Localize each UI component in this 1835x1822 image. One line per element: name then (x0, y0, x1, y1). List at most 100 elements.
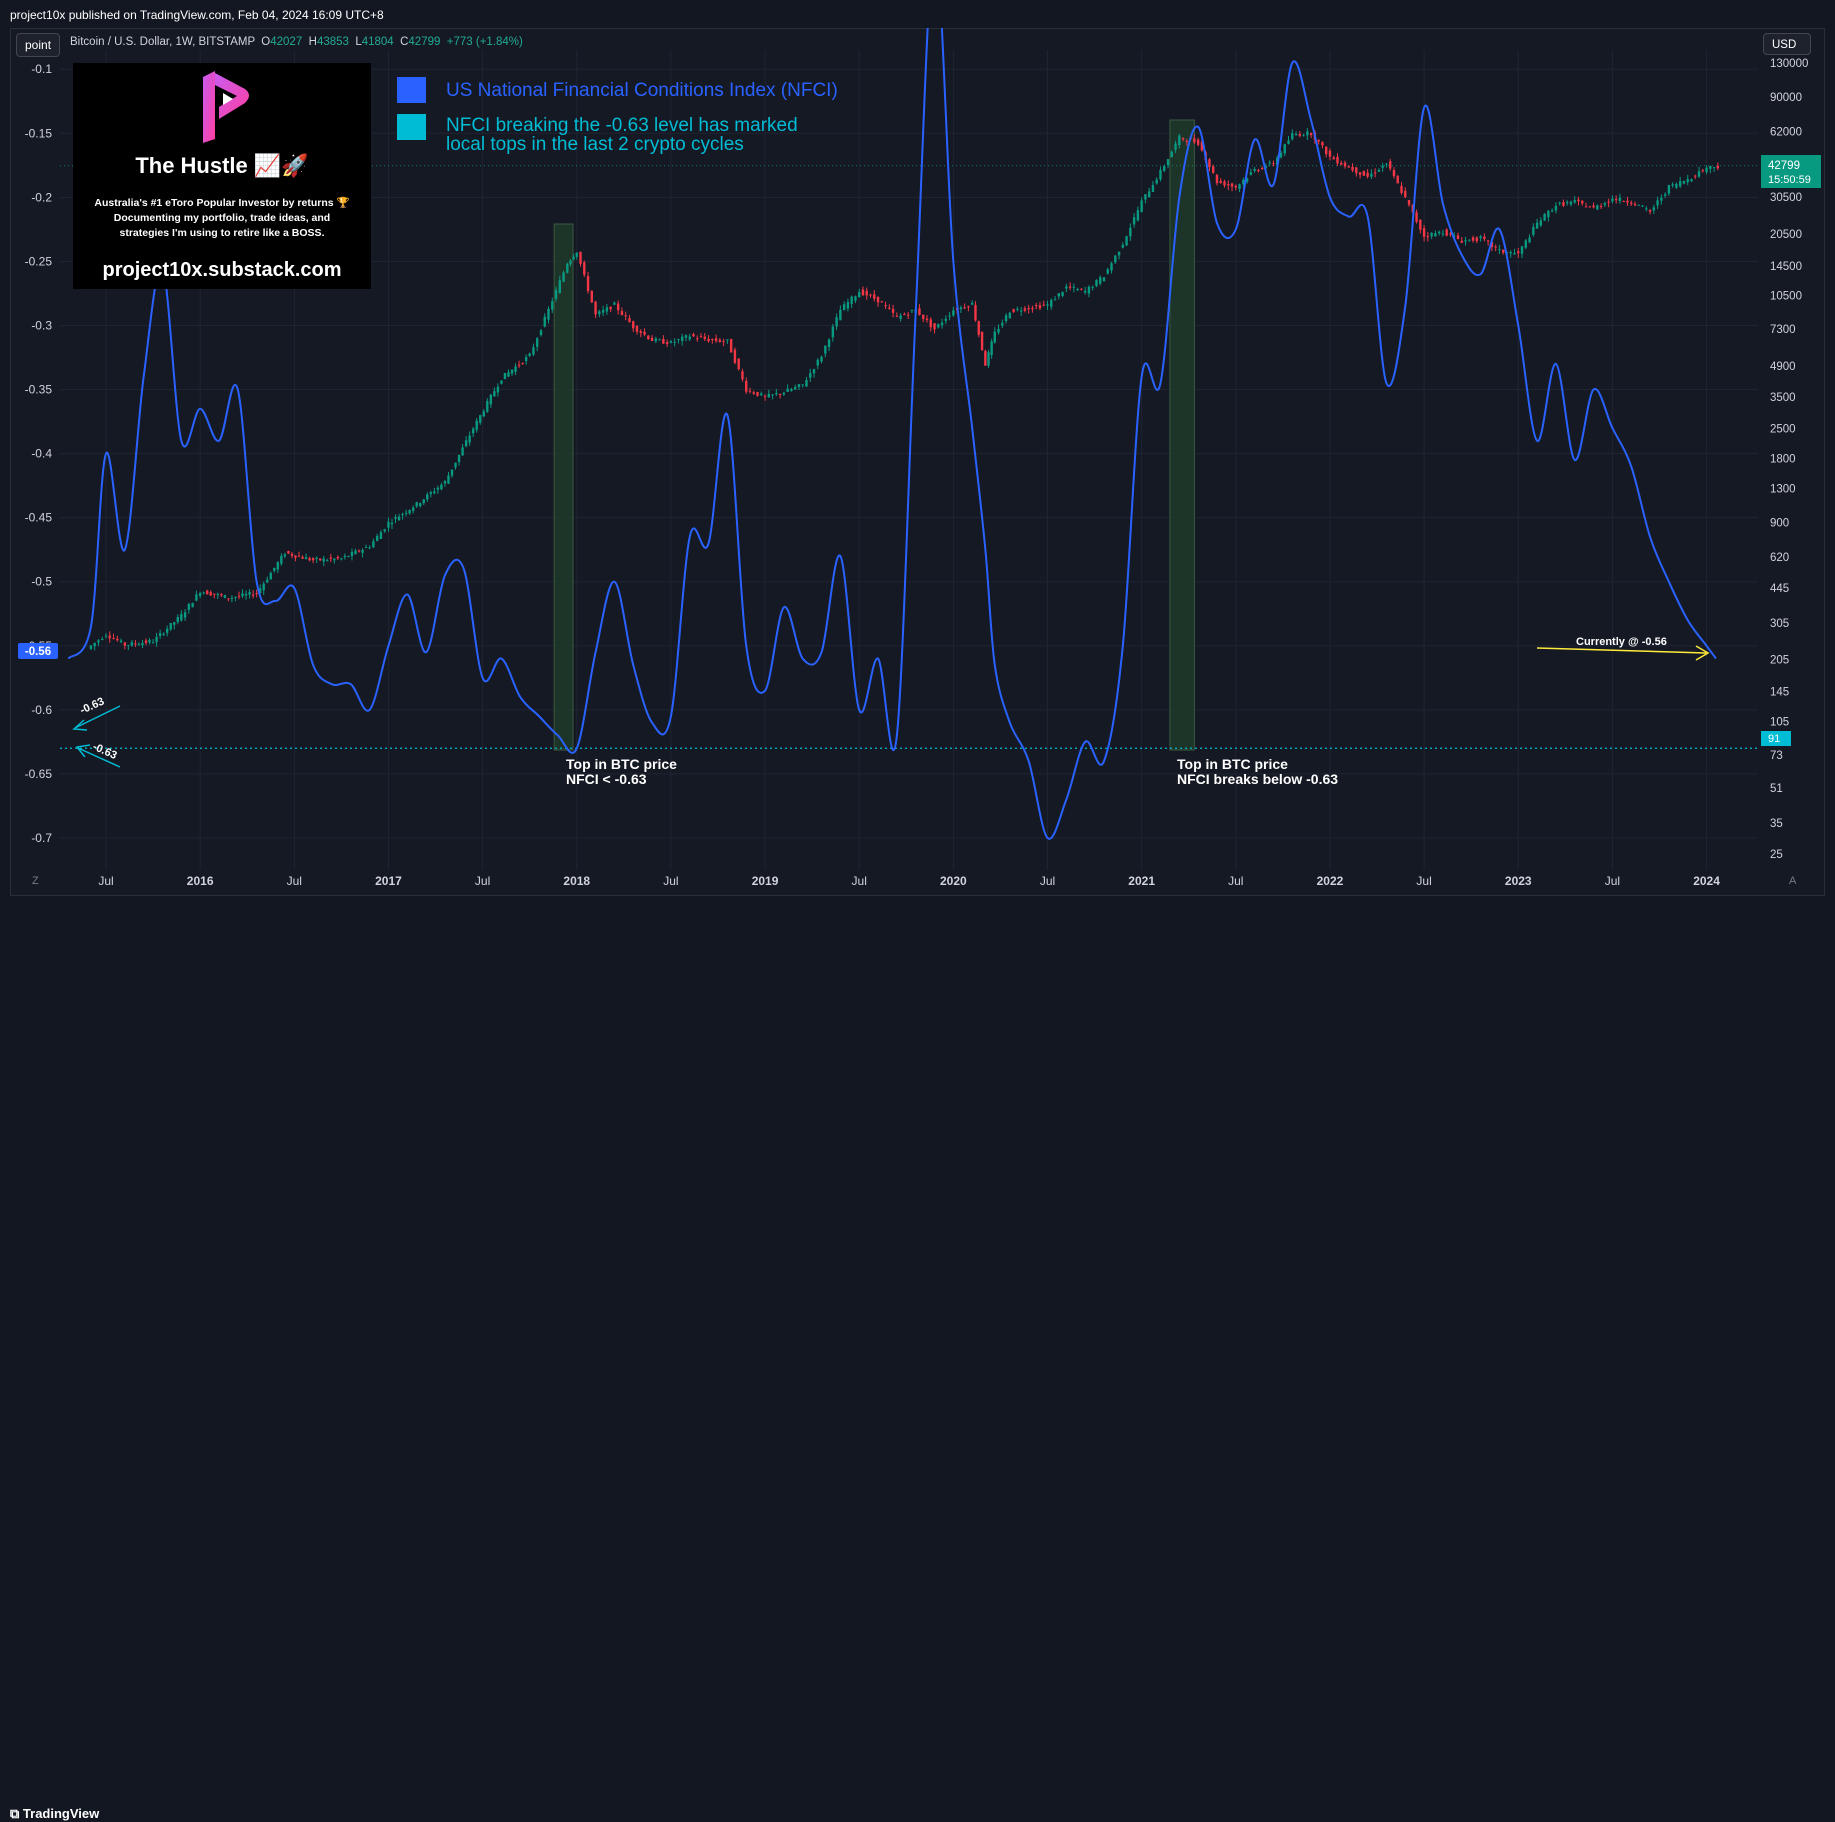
candle-body (411, 507, 415, 511)
promo-card: The Hustle 📈🚀 Australia's #1 eToro Popul… (73, 63, 371, 289)
candle-body (665, 342, 669, 345)
candle-body (1151, 185, 1155, 192)
candle-body (390, 522, 394, 525)
candle-body (326, 560, 329, 562)
candle-body (1716, 165, 1720, 169)
candle-body (684, 335, 688, 338)
candle-body (569, 260, 572, 265)
candle-body (1468, 239, 1471, 241)
candle-body (258, 588, 262, 594)
candle-body (869, 294, 872, 296)
candle-body (1230, 183, 1234, 187)
candle-body (632, 321, 635, 329)
candle-body (1660, 197, 1663, 201)
candle-body (812, 369, 816, 374)
candle-body (850, 296, 853, 304)
left-axis-label: -0.5 (31, 575, 52, 589)
candle-body (959, 307, 963, 310)
candle-body (454, 462, 457, 468)
candle-body (662, 338, 665, 344)
candle-body (158, 633, 162, 636)
candle-body (1614, 199, 1618, 201)
candle-body (873, 294, 876, 299)
candle-body (273, 567, 276, 571)
candle-body (1302, 135, 1305, 137)
candle-body (1441, 233, 1445, 235)
level-arrow-down-head (75, 744, 91, 758)
candle-body (1144, 194, 1147, 200)
promo-url[interactable]: project10x.substack.com (102, 259, 342, 281)
candle-body (1114, 255, 1117, 263)
candle-body (1140, 200, 1143, 212)
candle-body (1317, 139, 1320, 142)
candle-body (1170, 151, 1173, 158)
candle-body (180, 614, 183, 621)
candle-body (266, 579, 269, 583)
candle-body (1287, 140, 1290, 144)
x-axis-label: Jul (1416, 874, 1431, 888)
level-arrow-down-label: -0.63 (91, 741, 119, 762)
candle-body (130, 642, 134, 646)
candle-body (990, 341, 993, 356)
candle-body (1434, 233, 1437, 237)
candle-body (419, 503, 422, 507)
candle-body (387, 521, 390, 528)
change-value: +773 (+1.84%) (446, 36, 523, 48)
candle-body (134, 643, 137, 645)
candle-body (809, 373, 812, 378)
point-button[interactable]: point (16, 33, 61, 57)
candle-body (1019, 310, 1023, 312)
right-axis-label: 25 (1770, 849, 1783, 861)
candle-body (543, 316, 546, 327)
candle-body (1200, 141, 1204, 151)
candle-body (1562, 202, 1565, 206)
candle-body (635, 325, 639, 332)
candle-body (1174, 143, 1177, 150)
right-axis-label: 130000 (1770, 58, 1808, 70)
candle-body (1178, 135, 1181, 146)
auto-scale-button[interactable]: A (1789, 875, 1797, 887)
candle-body (1083, 290, 1087, 293)
x-axis-label: 2020 (940, 874, 967, 888)
candle-body (1087, 286, 1091, 294)
candle-body (1596, 205, 1599, 210)
candle-body (1336, 156, 1339, 164)
candle-body (782, 392, 786, 395)
candle-body (1272, 163, 1275, 165)
candle-body (524, 357, 528, 362)
candle-body (1498, 249, 1501, 251)
candle-body (748, 390, 752, 392)
candle-body (436, 487, 440, 490)
candle-body (343, 555, 347, 558)
chart-canvas[interactable]: -0.1 -0.15 -0.2 -0.25 -0.3 -0.35 -0.4 -0.45 -0.5… (0, 0, 1835, 931)
candle-body (1242, 179, 1245, 185)
candle-body (1678, 181, 1682, 187)
candle-body (507, 372, 510, 377)
candle-body (1294, 134, 1298, 136)
candle-body (1065, 286, 1068, 289)
candle-body (801, 384, 804, 386)
candle-body (1389, 161, 1392, 169)
zoom-reset-button[interactable]: Z (32, 875, 39, 887)
candle-body (854, 296, 857, 301)
candle-body (1076, 288, 1079, 291)
candle-body (202, 592, 205, 594)
left-axis-label: -0.2 (31, 190, 52, 204)
annotation-top-2: Top in BTC price (1177, 756, 1288, 772)
candle-body (496, 386, 500, 393)
tradingview-brand[interactable]: ⧉ TradingView (10, 1806, 100, 1821)
candle-body (234, 596, 237, 598)
right-axis-label: 2500 (1770, 423, 1796, 435)
currency-button[interactable]: USD (1763, 33, 1811, 55)
candle-body (489, 394, 493, 405)
price-badge (1761, 155, 1821, 188)
candle-body (628, 318, 631, 323)
candle-body (101, 638, 104, 640)
candle-body (1475, 237, 1479, 242)
right-axis-label: 10500 (1770, 291, 1802, 303)
candle-body (967, 306, 970, 308)
candle-body (1404, 190, 1407, 198)
candle-body (108, 635, 111, 639)
candle-body (586, 276, 590, 292)
level-arrow-down (77, 747, 121, 768)
